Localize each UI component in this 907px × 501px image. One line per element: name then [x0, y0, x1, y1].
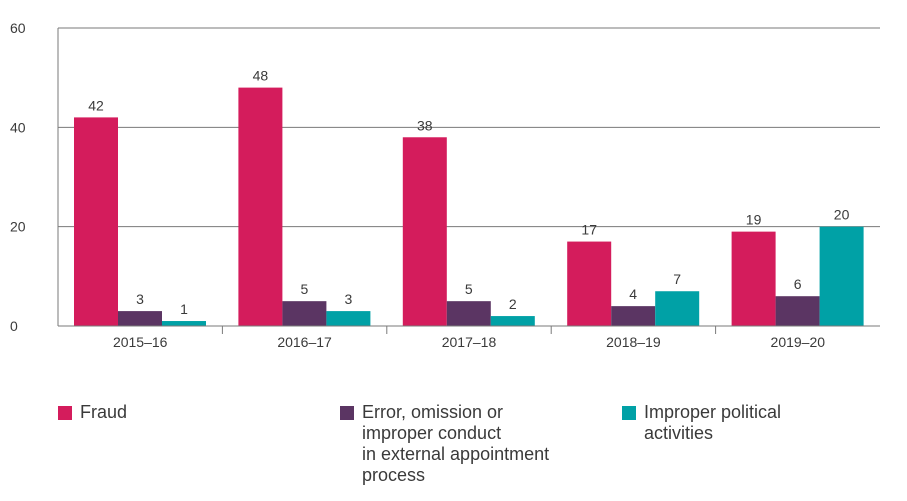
legend-item-political: Improper political activities: [622, 402, 781, 444]
legend-swatch-political: [622, 406, 636, 420]
data-label: 2: [509, 296, 517, 312]
gridlines: [58, 27, 880, 228]
y-axis-ticks: 0 20 40 60: [10, 20, 26, 334]
legend-swatch-fraud: [58, 406, 72, 420]
data-label: 3: [345, 291, 353, 307]
x-axis: [57, 28, 880, 334]
legend-label-error-omission: Error, omission or improper conduct in e…: [362, 402, 550, 485]
legend-item-fraud: Fraud: [58, 402, 127, 423]
y-tick-label: 0: [10, 318, 18, 334]
bar: [162, 321, 206, 326]
y-tick-label: 60: [10, 20, 26, 36]
data-label: 17: [581, 222, 597, 238]
bar: [731, 231, 776, 326]
bar: [326, 311, 371, 326]
bars: [74, 87, 864, 327]
bar: [238, 87, 283, 326]
bar: [402, 137, 447, 326]
data-label: 20: [834, 207, 850, 223]
bar: [819, 226, 864, 326]
bar: [567, 241, 612, 326]
y-tick-label: 20: [10, 219, 26, 235]
bar: [282, 301, 327, 326]
data-label: 38: [417, 117, 433, 133]
bar: [490, 316, 535, 326]
bar: [74, 117, 118, 327]
data-label: 1: [180, 301, 188, 317]
bar: [611, 306, 656, 326]
legend: Fraud Error, omission or improper conduc…: [0, 402, 907, 501]
legend-label-political: Improper political activities: [644, 402, 782, 443]
data-labels: 42 3 1 48 5 3 38 5 2 17 4 7 19 6 20: [88, 68, 849, 317]
bar: [446, 301, 491, 326]
data-label: 5: [301, 281, 309, 297]
legend-item-error-omission: Error, omission or improper conduct in e…: [340, 402, 549, 486]
x-tick-label: 2018–19: [606, 334, 661, 350]
legend-swatch-error-omission: [340, 406, 354, 420]
x-axis-ticks: 2015–16 2016–17 2017–18 2018–19 2019–20: [113, 334, 825, 350]
bar: [775, 296, 820, 326]
bar: [118, 311, 162, 326]
data-label: 6: [794, 276, 802, 292]
data-label: 5: [465, 281, 473, 297]
data-label: 48: [253, 68, 269, 84]
data-label: 42: [88, 97, 104, 113]
y-tick-label: 40: [10, 119, 26, 135]
data-label: 3: [136, 291, 144, 307]
data-label: 7: [673, 271, 681, 287]
bar: [655, 291, 700, 326]
x-tick-label: 2015–16: [113, 334, 168, 350]
legend-label-fraud: Fraud: [80, 402, 128, 422]
data-label: 4: [629, 286, 637, 302]
x-tick-label: 2019–20: [771, 334, 826, 350]
data-label: 19: [746, 212, 762, 228]
x-tick-label: 2017–18: [442, 334, 497, 350]
x-tick-label: 2016–17: [277, 334, 332, 350]
